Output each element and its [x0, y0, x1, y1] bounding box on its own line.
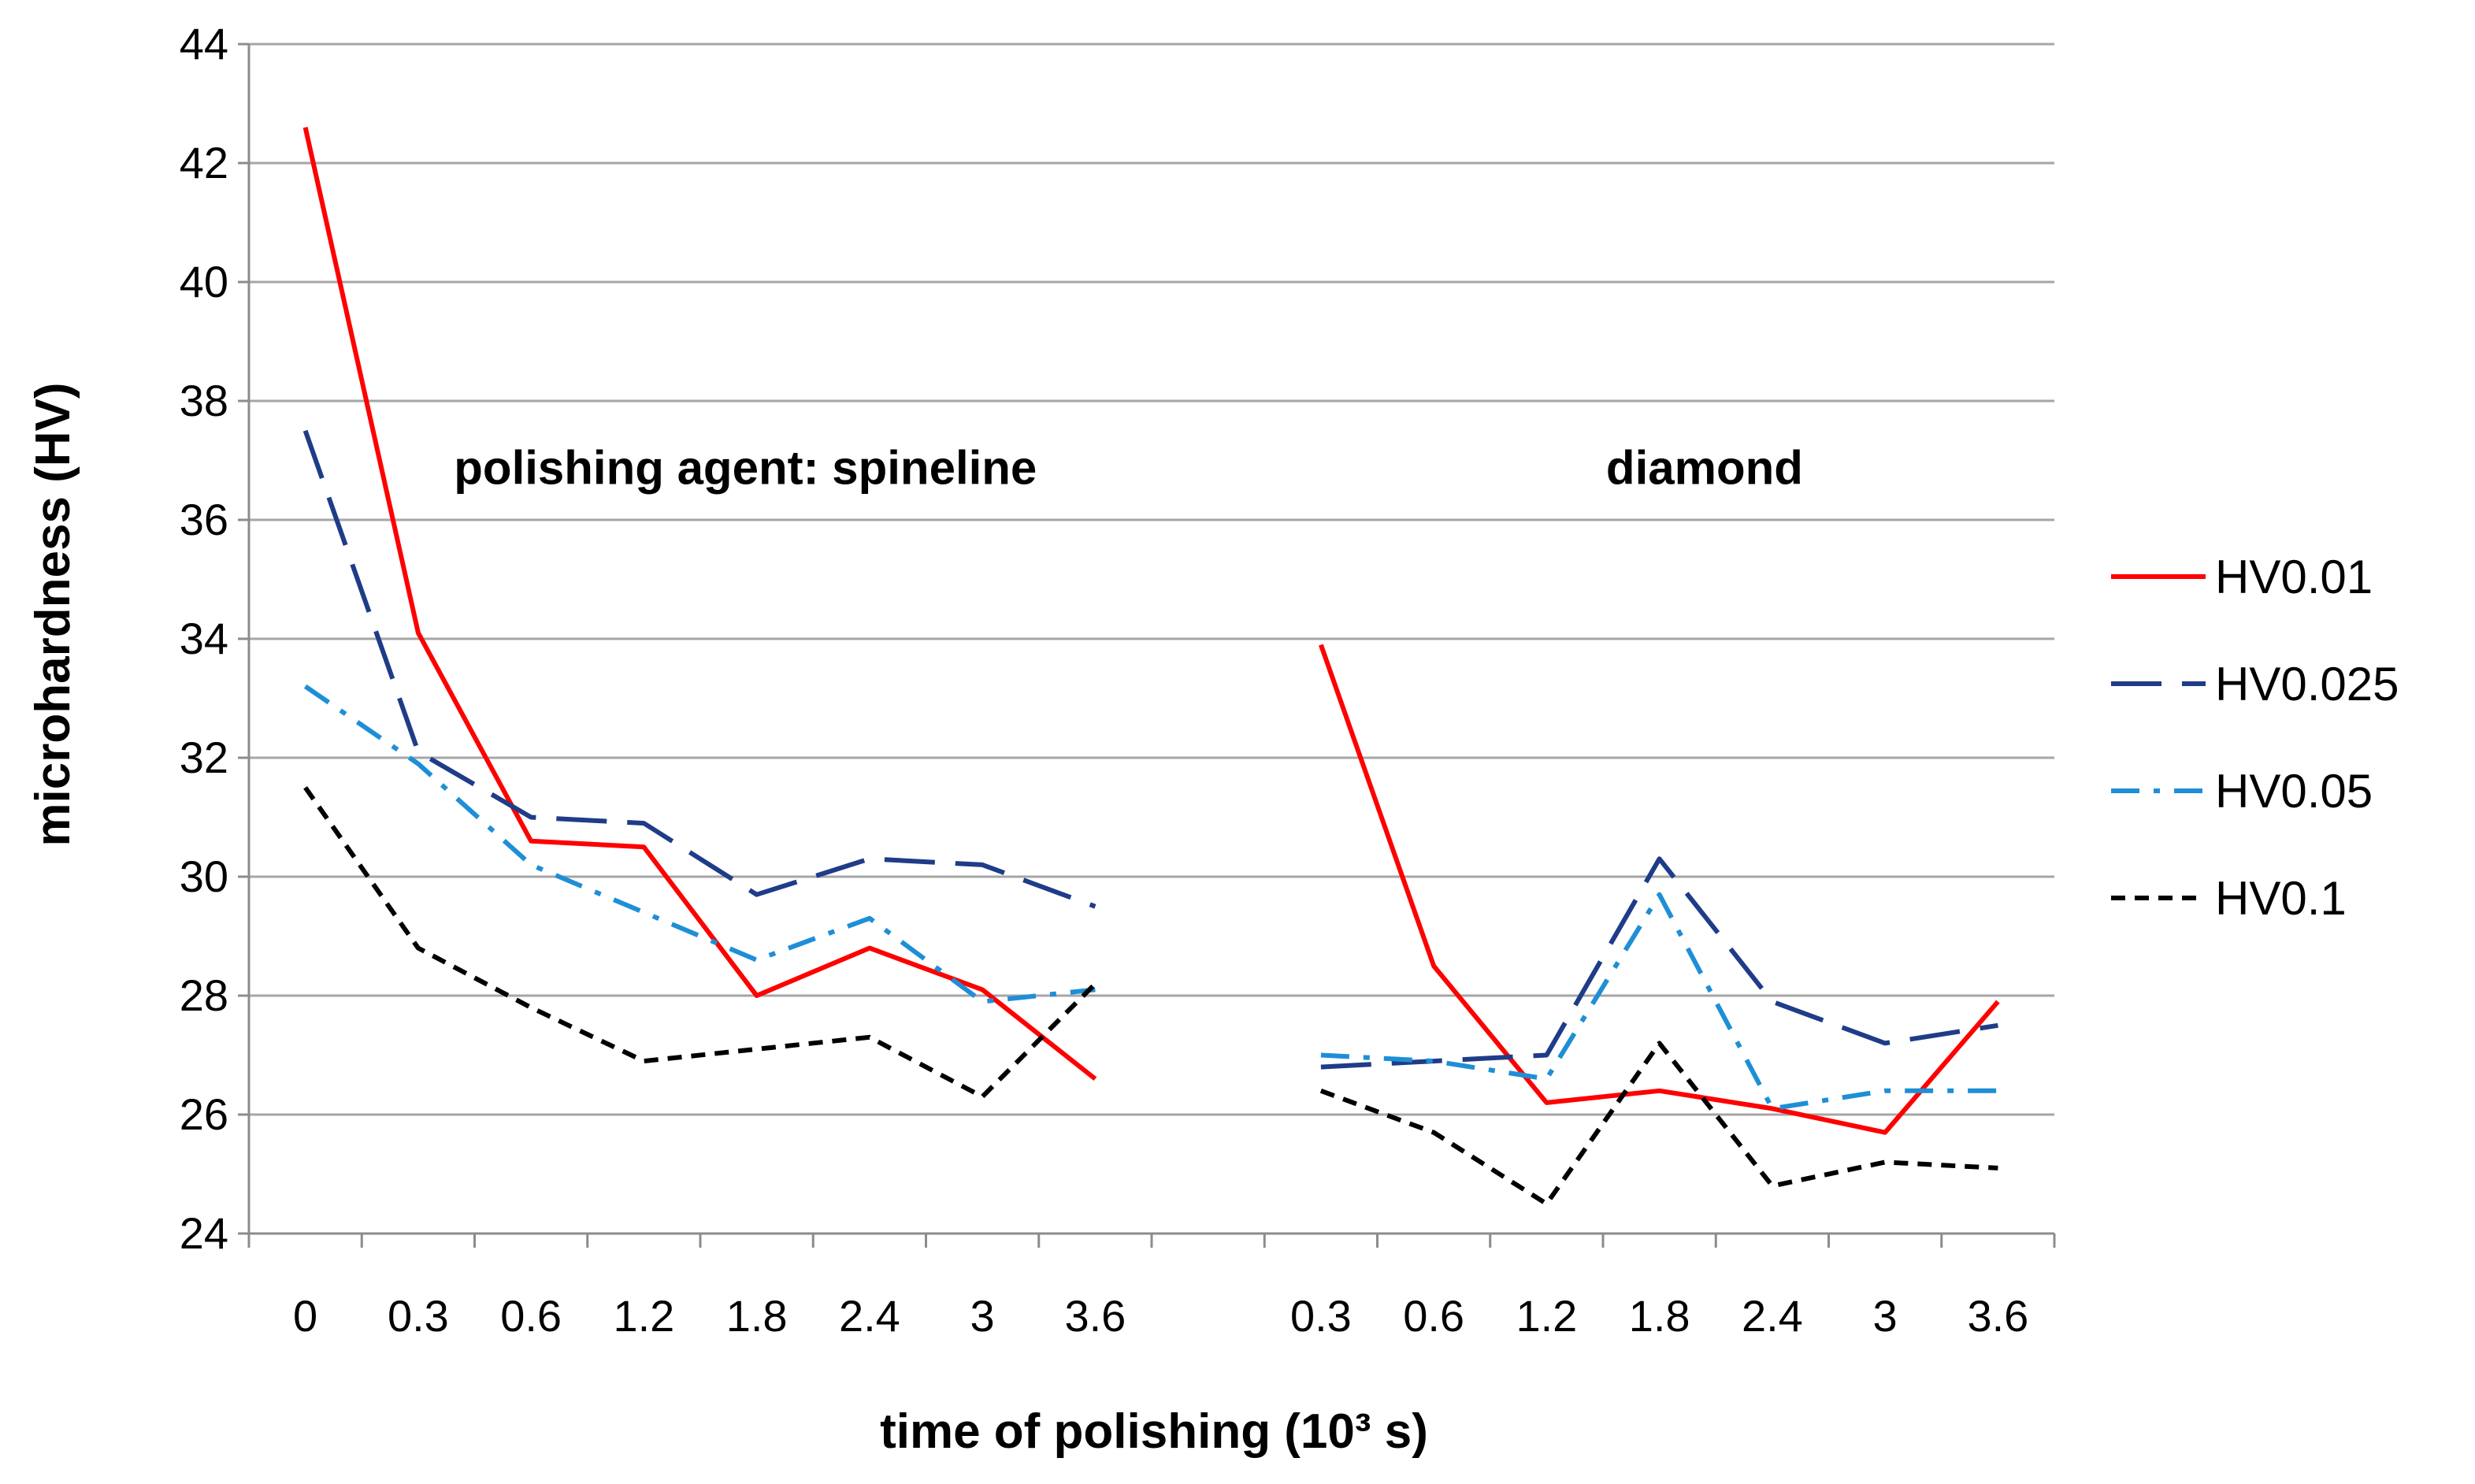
y-axis-title: microhardness (HV): [26, 382, 80, 846]
series-line-hv0-01: [302, 127, 1097, 1081]
series-line-hv0-01: [1319, 644, 2000, 1135]
series-line-hv0-025: [1320, 856, 1998, 1070]
x-tick-label: 0.3: [1290, 1291, 1352, 1341]
gridlines: [249, 43, 2054, 1116]
x-tick-label: 0.6: [1403, 1291, 1464, 1341]
x-tick-label: 3: [970, 1291, 995, 1341]
y-tick-labels: 24 26 28 30 32 34 36 38 40 42 44: [180, 19, 228, 1258]
x-tick-label: 1.2: [1516, 1291, 1577, 1341]
x-tick-label: 2.4: [1742, 1291, 1803, 1341]
series-line-hv0-05: [1320, 892, 1998, 1111]
x-tick-label: 3: [1873, 1291, 1898, 1341]
y-tick-label: 42: [180, 138, 228, 187]
y-tick-label: 28: [180, 970, 228, 1020]
legend-label: HV0.025: [2215, 658, 2399, 710]
axes: [238, 43, 2056, 1248]
y-tick-label: 38: [180, 376, 228, 425]
x-tick-label: 0.6: [500, 1291, 562, 1341]
y-tick-label: 40: [180, 257, 228, 306]
x-tick-label: 3.6: [1967, 1291, 2028, 1341]
annotation-label: polishing agent: spineline: [454, 442, 1037, 495]
series-lines: [302, 127, 2000, 1207]
annotation-label: diamond: [1606, 442, 1803, 495]
legend-label: HV0.05: [2215, 765, 2373, 818]
series-line-hv0-1: [303, 786, 1097, 1100]
legend-label: HV0.1: [2215, 872, 2347, 925]
x-tick-label: 1.8: [1629, 1291, 1690, 1341]
y-tick-label: 24: [180, 1208, 228, 1258]
y-tick-label: 30: [180, 851, 228, 901]
x-tick-label: 3.6: [1064, 1291, 1126, 1341]
x-tick-label: 2.4: [839, 1291, 900, 1341]
x-axis-title: time of polishing (10³ s): [880, 1404, 1428, 1459]
y-tick-label: 36: [180, 495, 228, 544]
x-tick-label: 1.2: [613, 1291, 674, 1341]
x-tick-label: 0: [293, 1291, 317, 1341]
legend: HV0.01 HV0.025 HV0.05 HV0.1: [2111, 551, 2399, 925]
legend-label: HV0.01: [2215, 551, 2373, 603]
series-line-hv0-1: [1319, 1041, 1998, 1207]
x-tick-label: 1.8: [726, 1291, 788, 1341]
y-tick-label: 32: [180, 733, 228, 782]
x-tick-labels: 0 0.3 0.6 1.2 1.8 2.4 3 3.6 0.3 0.6 1.2 1.8 2.4 3 3.6: [293, 1291, 2028, 1341]
y-tick-label: 44: [180, 19, 228, 69]
annotations: polishing agent: spineline diamond: [454, 442, 1803, 495]
y-tick-label: 26: [180, 1089, 228, 1139]
series-line-hv0-025: [302, 429, 1096, 909]
x-tick-label: 0.3: [388, 1291, 449, 1341]
series-line-hv0-05: [303, 684, 1096, 1004]
y-tick-label: 34: [180, 614, 228, 663]
